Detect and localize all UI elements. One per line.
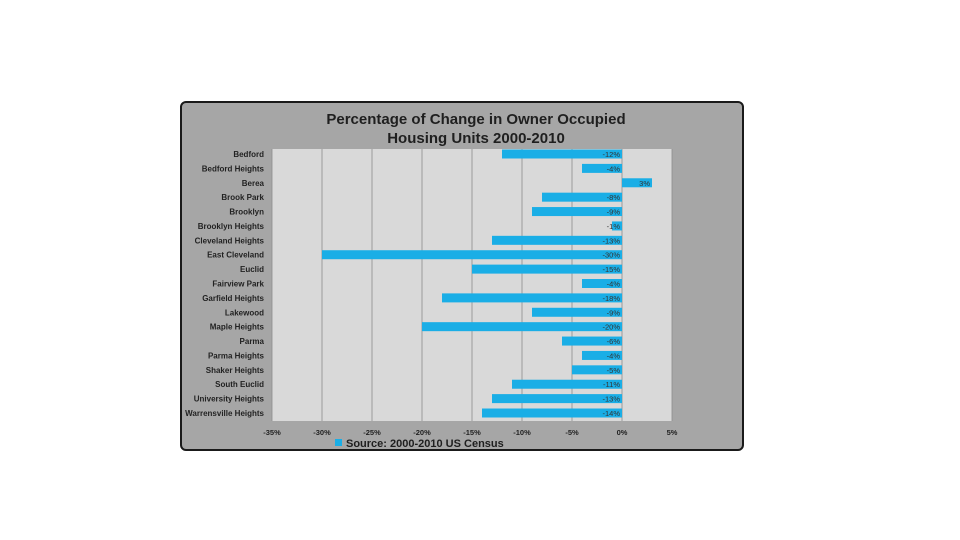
bar: [492, 235, 622, 245]
category-label: Parma: [240, 337, 265, 346]
x-tick-label: -30%: [313, 428, 331, 437]
x-axis-ticks: -35% -30% -25% -20% -15% -10% -5% 0% 5%: [263, 428, 678, 437]
data-label: -8%: [607, 193, 621, 202]
x-tick-label: 5%: [667, 428, 678, 437]
category-labels: Bedford Bedford Heights Berea Brook Park Bro…: [185, 150, 264, 418]
bar: [582, 350, 622, 360]
data-label: -30%: [602, 251, 620, 260]
x-tick-label: -10%: [513, 428, 531, 437]
bar: [442, 293, 622, 303]
data-label: -13%: [602, 236, 620, 245]
category-label: Berea: [242, 179, 265, 188]
category-label: Brooklyn Heights: [198, 222, 265, 231]
category-label: Brooklyn: [229, 208, 264, 217]
bar: [622, 178, 652, 188]
legend-swatch: [335, 439, 342, 446]
bar: [482, 408, 622, 418]
bar: [612, 221, 622, 231]
category-label: University Heights: [194, 395, 265, 404]
category-label: Garfield Heights: [202, 294, 264, 303]
data-label: -1%: [607, 222, 621, 231]
x-tick-label: -5%: [565, 428, 579, 437]
data-label: 3%: [639, 179, 650, 188]
category-label: Cleveland Heights: [195, 236, 265, 245]
bars: -12% -4% 3% -8% -9% -1% -13% -30% -15% -4% -18% -9%…: [322, 149, 652, 418]
category-label: Lakewood: [225, 308, 264, 317]
category-label: East Cleveland: [207, 251, 264, 260]
bar: [492, 394, 622, 404]
bar-chart: Percentage of Change in Owner Occupied H…: [185, 111, 678, 450]
bar: [582, 279, 622, 288]
category-label: Warrensville Heights: [185, 409, 264, 418]
x-tick-label: -20%: [413, 428, 431, 437]
chart-title-line-2: Housing Units 2000-2010: [387, 130, 565, 147]
x-tick-label: 0%: [617, 428, 628, 437]
data-label: -4%: [607, 280, 621, 289]
chart-frame: Percentage of Change in Owner Occupied H…: [180, 101, 744, 451]
data-label: -5%: [607, 366, 621, 375]
legend: Source: 2000-2010 US Census: [335, 438, 504, 450]
category-label: South Euclid: [215, 380, 264, 389]
bar: [542, 192, 622, 202]
bar: [512, 379, 622, 389]
legend-label: Source: 2000-2010 US Census: [346, 438, 504, 450]
data-label: -9%: [607, 208, 621, 217]
data-label: -9%: [607, 308, 621, 317]
bar: [532, 307, 622, 317]
data-label: -11%: [603, 380, 620, 389]
category-label: Bedford: [233, 150, 264, 159]
bar: [422, 322, 622, 332]
bar: [572, 365, 622, 375]
bar: [532, 207, 622, 217]
data-label: -18%: [602, 294, 620, 303]
data-label: -12%: [602, 150, 620, 159]
data-label: -4%: [607, 164, 621, 173]
x-tick-label: -35%: [263, 428, 281, 437]
data-label: -20%: [602, 323, 620, 332]
category-label: Shaker Heights: [206, 366, 265, 375]
category-label: Fairview Park: [212, 280, 264, 289]
bar: [562, 336, 622, 346]
category-label: Euclid: [240, 265, 264, 274]
category-label: Bedford Heights: [202, 164, 265, 173]
bar: [582, 163, 622, 173]
x-tick-label: -15%: [463, 428, 481, 437]
data-label: -15%: [602, 265, 620, 274]
bar: [502, 149, 622, 159]
data-label: -13%: [602, 395, 620, 404]
data-label: -14%: [602, 409, 620, 418]
data-label: -6%: [607, 337, 621, 346]
x-tick-label: -25%: [363, 428, 381, 437]
category-label: Parma Heights: [208, 351, 265, 360]
category-label: Brook Park: [221, 193, 264, 202]
bar: [322, 250, 622, 260]
chart-title-line-1: Percentage of Change in Owner Occupied: [326, 111, 625, 128]
data-label: -4%: [607, 351, 621, 360]
bar: [472, 264, 622, 274]
category-label: Maple Heights: [210, 323, 265, 332]
